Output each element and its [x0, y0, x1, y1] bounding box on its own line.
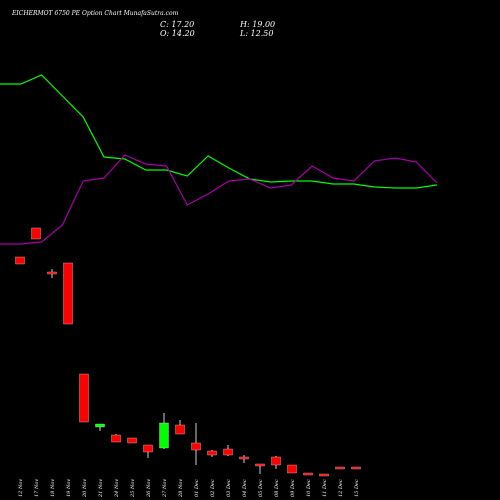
x-tick-label: 21 Nov	[98, 479, 104, 498]
x-tick-label: 17 Nov	[34, 479, 40, 497]
candle-down	[255, 463, 265, 467]
x-tick-label: 12 Nov	[18, 479, 24, 497]
indicator-line-purple	[0, 154, 438, 245]
candle-down	[207, 450, 217, 456]
indicator-line-green	[0, 74, 438, 189]
x-tick-label: 03 Dec	[226, 479, 232, 497]
x-tick-label: 05 Dec	[258, 479, 264, 497]
x-tick-label: 20 Nov	[82, 479, 88, 498]
candle-down	[239, 456, 249, 460]
x-tick-label: 15 Dec	[354, 479, 360, 497]
low-value: L: 12.50	[240, 29, 274, 38]
x-tick-label: 04 Dec	[242, 479, 248, 497]
open-value: O: 14.20	[160, 29, 195, 38]
candle-down	[63, 262, 73, 325]
candle-down	[31, 227, 41, 240]
candle-down	[271, 456, 281, 466]
candle-down	[111, 434, 121, 443]
candle-up	[159, 422, 169, 449]
x-tick-label: 24 Nov	[114, 479, 120, 498]
high-value: H: 19.00	[240, 20, 276, 29]
candle-down	[191, 442, 201, 451]
x-tick-label: 28 Nov	[178, 479, 184, 498]
x-tick-label: 08 Dec	[274, 479, 280, 497]
x-tick-label: 27 Nov	[162, 479, 168, 498]
chart-title: EICHERMOT 6750 PE Option Chart MunafaSut…	[12, 10, 179, 17]
candle-down	[15, 256, 25, 265]
candle-down	[335, 466, 345, 470]
x-tick-label: 09 Dec	[290, 479, 296, 497]
x-tick-label: 01 Dec	[194, 479, 200, 497]
candle-down	[287, 464, 297, 474]
candle-down	[47, 271, 57, 275]
x-tick-label: 02 Dec	[210, 479, 216, 497]
candle-down	[175, 424, 185, 435]
candle-down	[319, 473, 329, 477]
candle-down	[303, 472, 313, 476]
candle-up	[95, 423, 105, 428]
x-tick-label: 26 Nov	[146, 479, 152, 498]
x-tick-label: 12 Dec	[338, 479, 344, 497]
candle-down	[79, 373, 89, 423]
x-tick-label: 18 Nov	[50, 479, 56, 497]
candle-down	[127, 437, 137, 444]
x-tick-label: 19 Nov	[66, 479, 72, 497]
x-tick-label: 10 Dec	[306, 479, 312, 497]
close-value: C: 17.20	[160, 20, 195, 29]
candle-down	[223, 448, 233, 456]
candle-down	[351, 466, 361, 470]
candle-down	[143, 444, 153, 453]
x-tick-label: 11 Dec	[322, 479, 328, 497]
x-tick-label: 25 Nov	[130, 479, 136, 498]
